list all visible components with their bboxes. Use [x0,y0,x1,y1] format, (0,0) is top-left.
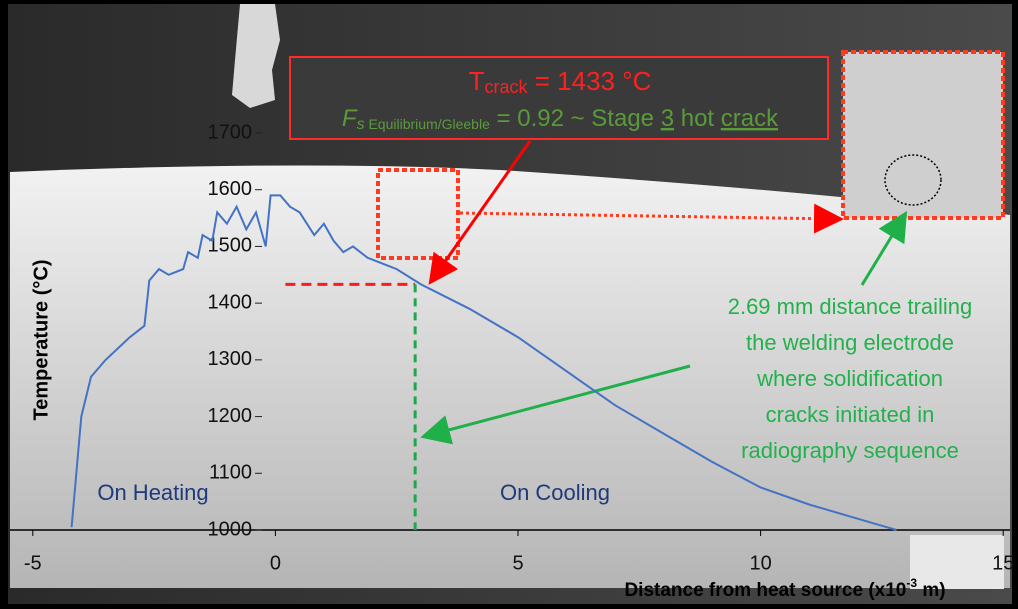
x-tick-label: -5 [24,552,42,574]
mid: hot [674,105,721,132]
note-line: 2.69 mm distance trailing [728,294,973,319]
y-tick-label: 1400 [208,291,253,313]
stage: 3 [661,105,674,132]
cooling-label: On Cooling [500,480,610,505]
x-axis-title: Distance from heat source (x10-3 m) [624,576,945,601]
rest: = 0.92 ~ Stage [490,105,661,132]
y-tick-label: 1500 [208,235,253,257]
x-title-unit: m) [917,580,946,601]
y-tick-label: 1100 [209,462,252,484]
x-title-text: Distance from heat source (x10 [624,580,906,601]
x-tick-label: 5 [512,552,523,574]
sub: Equilibrium/Gleeble [365,116,490,132]
electrode [232,4,280,108]
x-tick-label: 0 [270,552,281,574]
plate [10,165,1010,589]
label-bg [910,535,1004,589]
sub: crack [485,77,529,97]
inset [841,50,1005,220]
crack-arrow [428,140,532,285]
rest: = 1433 °C [528,66,652,96]
x-tick-label: 15 [992,552,1014,574]
temperature-line [70,194,897,531]
crack: crack [721,105,779,132]
x-tick-label: 10 [749,552,771,574]
y-tick-label: 1700 [208,121,253,143]
fs-label: Fs Equilibrium/Gleeble = 0.92 ~ Stage 3 … [342,105,779,133]
note-line: the welding electrode [746,330,954,355]
note-line: radiography sequence [741,438,959,463]
crack-box [376,168,460,260]
x-title-sup: -3 [906,576,917,590]
t: T [469,66,485,96]
note-line: where solidification [756,366,943,391]
y-tick-label: 1300 [208,348,253,370]
crack-circle [884,154,942,206]
y-axis-title: Temperature (°C) [30,260,52,421]
note-arrow [420,364,691,445]
annotation-box [289,56,829,140]
f: F [342,105,358,132]
inset-arrow [860,210,908,286]
s: s [357,116,365,133]
y-tick-label: 1600 [208,178,253,200]
y-tick-label: 1000 [208,518,253,540]
heating-label: On Heating [97,480,208,505]
note-line: cracks initiated in [766,402,935,427]
crack-label: Tcrack = 1433 °C [469,66,652,97]
y-tick-label: 1200 [208,405,253,427]
